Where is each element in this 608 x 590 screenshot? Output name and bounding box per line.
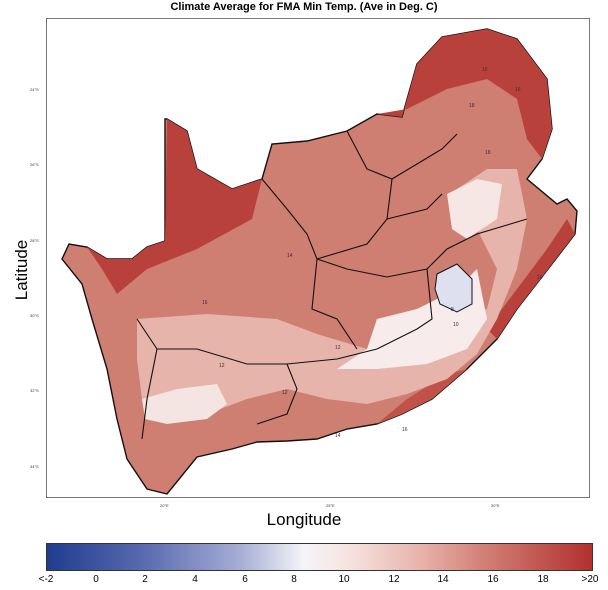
y-tick-label: 24°S [30,87,39,92]
x-tick-label: 25°E [326,503,335,508]
contour-label: 12 [335,345,341,351]
colorbar-tick-label: 12 [388,574,400,585]
colorbar-tick-label: 6 [242,574,248,585]
x-tick-label: 20°E [160,503,169,508]
y-axis-label: Latitude [12,239,31,301]
colorbar-tick-label: 10 [338,574,350,585]
y-tick-label: 32°S [30,388,39,393]
contour-label: 14 [335,433,341,439]
province-borders [136,130,528,440]
contour-label: 16 [202,300,208,306]
y-tick-label: 28°S [30,238,39,243]
y-tick-label: 30°S [30,313,39,318]
y-tick-label: 26°S [30,162,39,167]
contour-label: 16 [515,87,521,93]
x-axis-label: Longitude [266,510,342,529]
colorbar-tick-label: 8 [291,574,297,585]
cool-zone-southwest [142,384,227,424]
contour-label: 16 [402,427,408,433]
x-tick-label: 30°E [491,503,500,508]
warm-zone-northeast [377,29,552,159]
contour-label: 8 [451,307,454,313]
contour-label: 18 [469,103,475,109]
contour-label: 16 [482,67,488,73]
colorbar-tick-label: 0 [93,574,99,585]
coldest-zone-lesotho [434,263,473,313]
colorbar-tick-label: <-2 [38,574,54,585]
contour-label: 16 [537,275,543,281]
cool-zone-highveld [447,179,502,239]
map-panel: 16 16 18 16 14 16 12 8 10 12 12 14 16 18 [46,18,590,498]
contour-label: 14 [287,253,293,259]
colorbar [46,543,593,571]
colorbar-tick-label: 16 [487,574,499,585]
contour-label: 12 [282,390,288,396]
colorbar-tick-label: 4 [192,574,198,585]
colorbar-tick-label: 18 [537,574,549,585]
map-title: Climate Average for FMA Min Temp. (Ave i… [170,1,438,13]
warm-zone-south-coast [377,369,467,424]
contour-label: 12 [219,363,225,369]
map-canvas: 16 16 18 16 14 16 12 8 10 12 12 14 16 18 [61,28,578,495]
colorbar-tick-label: >20 [581,574,599,585]
warm-zone-east-coast [487,219,575,339]
colorbar-tick-label: 2 [142,574,148,585]
colorbar-tick-label: 14 [437,574,449,585]
y-tick-label: 34°S [30,464,39,469]
contour-label: 18 [485,150,491,156]
contour-label: 10 [453,322,459,328]
warm-zone-northwest [87,119,262,294]
